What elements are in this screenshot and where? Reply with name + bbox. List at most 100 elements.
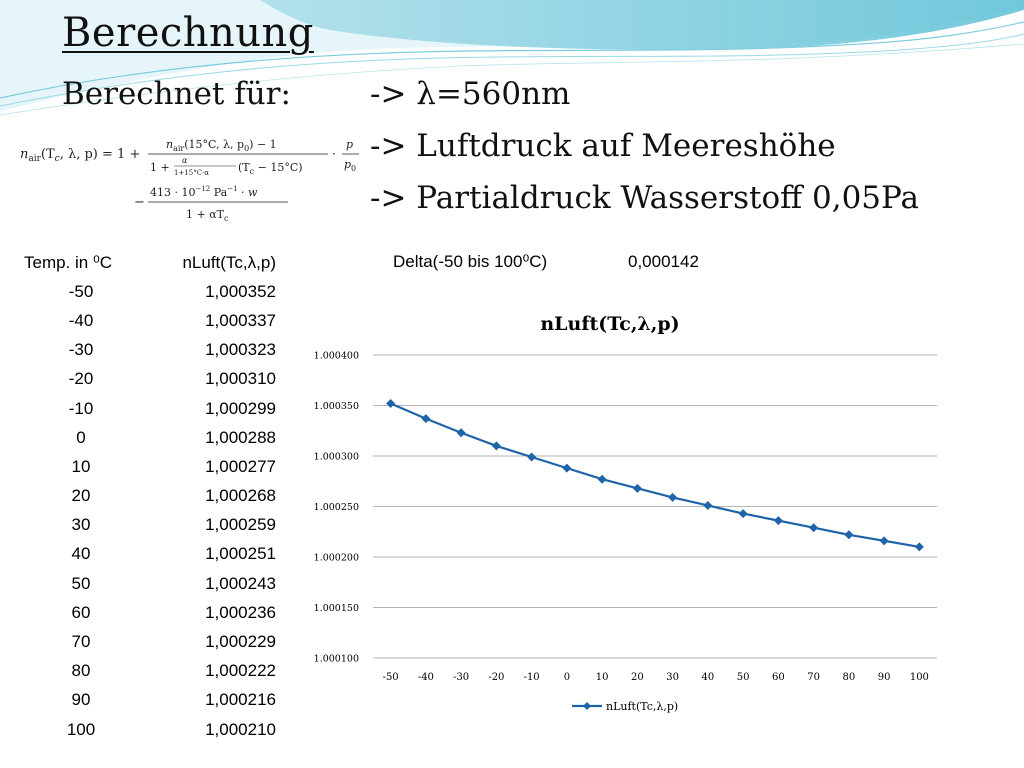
- y-tick-label: 1.000250: [314, 502, 359, 513]
- nluft-cell: 1,000229: [205, 632, 276, 652]
- nluft-cell: 1,000268: [205, 486, 276, 506]
- delta-value: 0,000142: [628, 252, 699, 271]
- nluft-cell: 1,000251: [205, 544, 276, 564]
- svg-text:−: −: [134, 195, 145, 210]
- x-tick-label: 70: [807, 672, 820, 683]
- table-row: 10 1,000277: [18, 452, 278, 481]
- table-row: 0 1,000288: [18, 423, 278, 452]
- temperature-cell: 40: [71, 544, 91, 564]
- data-point-marker: [914, 542, 924, 552]
- x-tick-label: 10: [596, 672, 609, 683]
- slide-subtitle: Berechnet für:: [62, 76, 291, 112]
- nluft-cell: 1,000259: [205, 515, 276, 535]
- temperature-cell: -40: [68, 310, 94, 330]
- temperature-cell: -20: [68, 369, 94, 389]
- data-point-marker: [527, 452, 537, 462]
- series-line: [390, 402, 920, 548]
- x-tick-label: 40: [702, 672, 715, 683]
- x-tick-label: -30: [453, 672, 469, 683]
- temperature-cell: -10: [68, 398, 94, 418]
- temperature-cell: 10: [71, 456, 91, 476]
- data-point-marker: [738, 509, 748, 519]
- temperature-cell: 30: [71, 515, 91, 535]
- table-header-row: Temp. in ⁰C nLuft(Tc,λ,p): [18, 248, 278, 277]
- table-row: -50 1,000352: [18, 277, 278, 306]
- chart-title: nLuft(Tc,λ,p): [540, 313, 679, 335]
- y-tick-label: 1.000400: [314, 351, 359, 362]
- svg-text:1 +: 1 +: [150, 161, 170, 174]
- table-row: 50 1,000243: [18, 569, 278, 598]
- bullet-air-pressure: -> Luftdruck auf Meereshöhe: [370, 128, 836, 164]
- temperature-cell: 90: [71, 690, 91, 710]
- table-row: -30 1,000323: [18, 336, 278, 365]
- nluft-cell: 1,000216: [205, 690, 276, 710]
- nluft-cell: 1,000222: [205, 661, 276, 681]
- temperature-cell: 70: [71, 632, 91, 652]
- x-tick-label: 0: [564, 672, 570, 683]
- y-tick-label: 1.000150: [314, 603, 359, 614]
- table-row: 60 1,000236: [18, 598, 278, 627]
- nluft-cell: 1,000299: [205, 398, 276, 418]
- svg-text:·: ·: [332, 147, 336, 161]
- temperature-cell: 20: [71, 486, 91, 506]
- table-row: 30 1,000259: [18, 511, 278, 540]
- bullet-wavelength: -> λ=560nm: [370, 76, 571, 112]
- table-row: -20 1,000310: [18, 365, 278, 394]
- nluft-cell: 1,000310: [205, 369, 276, 389]
- data-point-marker: [844, 530, 854, 540]
- nluft-line-chart: nLuft(Tc,λ,p) 1.000100 1.000150 1.000200 1.0…: [314, 313, 937, 713]
- x-tick-label: 60: [772, 672, 785, 683]
- temperature-cell: 0: [76, 427, 86, 447]
- column-header-temperature: Temp. in ⁰C: [24, 252, 113, 272]
- bullet-partial-pressure: -> Partialdruck Wasserstoff 0,05Pa: [370, 180, 919, 216]
- refractive-index-table: Temp. in ⁰C nLuft(Tc,λ,p) -50 1,000352 -40…: [18, 248, 278, 744]
- x-tick-label: 100: [910, 672, 929, 683]
- nluft-cell: 1,000323: [205, 340, 276, 360]
- data-point-marker: [562, 463, 572, 473]
- legend-label: nLuft(Tc,λ,p): [606, 700, 678, 713]
- x-tick-label: 30: [666, 672, 679, 683]
- svg-text:α: α: [182, 156, 188, 165]
- data-point-marker: [668, 492, 678, 502]
- data-point-marker: [773, 516, 783, 526]
- svg-text:1 + αTc: 1 + αTc: [186, 208, 229, 223]
- temperature-cell: 80: [71, 661, 91, 681]
- data-point-marker: [879, 536, 889, 546]
- header-wave-decoration: [0, 0, 1024, 116]
- y-tick-label: 1.000300: [314, 452, 359, 463]
- table-row: -40 1,000337: [18, 306, 278, 335]
- nluft-cell: 1,000210: [205, 719, 276, 739]
- nluft-cell: 1,000337: [205, 310, 276, 330]
- y-tick-label: 1.000200: [314, 553, 359, 564]
- delta-label: Delta(-50 bis 100⁰C): [393, 252, 548, 271]
- legend-marker: [583, 702, 591, 710]
- x-tick-label: 20: [631, 672, 644, 683]
- refractive-index-formula: nair(Tc, λ, p) = 1 + nair(15°C, λ, p0) −…: [16, 128, 361, 230]
- svg-text:1+15°C·α: 1+15°C·α: [174, 169, 209, 177]
- table-row: 80 1,000222: [18, 657, 278, 686]
- svg-text:p: p: [346, 138, 353, 151]
- formula-lhs: n: [20, 147, 28, 162]
- table-row: -10 1,000299: [18, 394, 278, 423]
- x-tick-label: -40: [418, 672, 434, 683]
- table-row: 20 1,000268: [18, 482, 278, 511]
- x-tick-label: 80: [843, 672, 856, 683]
- svg-text:413 · 10−12 Pa−1 · w: 413 · 10−12 Pa−1 · w: [150, 185, 258, 199]
- data-point-marker: [632, 483, 642, 493]
- data-point-marker: [703, 500, 713, 510]
- data-point-marker: [809, 523, 819, 533]
- nluft-cell: 1,000236: [205, 602, 276, 622]
- temperature-cell: -50: [68, 281, 94, 301]
- data-point-marker: [597, 474, 607, 484]
- svg-text:nair(Tc, λ, p) = 1 +: nair(Tc, λ, p) = 1 +: [20, 147, 140, 164]
- table-row: 90 1,000216: [18, 686, 278, 715]
- temperature-cell: 100: [66, 719, 96, 739]
- table-row: 40 1,000251: [18, 540, 278, 569]
- table-row: 70 1,000229: [18, 627, 278, 656]
- nluft-cell: 1,000243: [205, 573, 276, 593]
- x-tick-label: 90: [878, 672, 891, 683]
- nluft-cell: 1,000277: [205, 456, 276, 476]
- x-tick-label: -20: [488, 672, 504, 683]
- slide-title: Berechnung: [62, 10, 314, 56]
- svg-text:nair(15°C, λ, p0) − 1: nair(15°C, λ, p0) − 1: [166, 138, 277, 153]
